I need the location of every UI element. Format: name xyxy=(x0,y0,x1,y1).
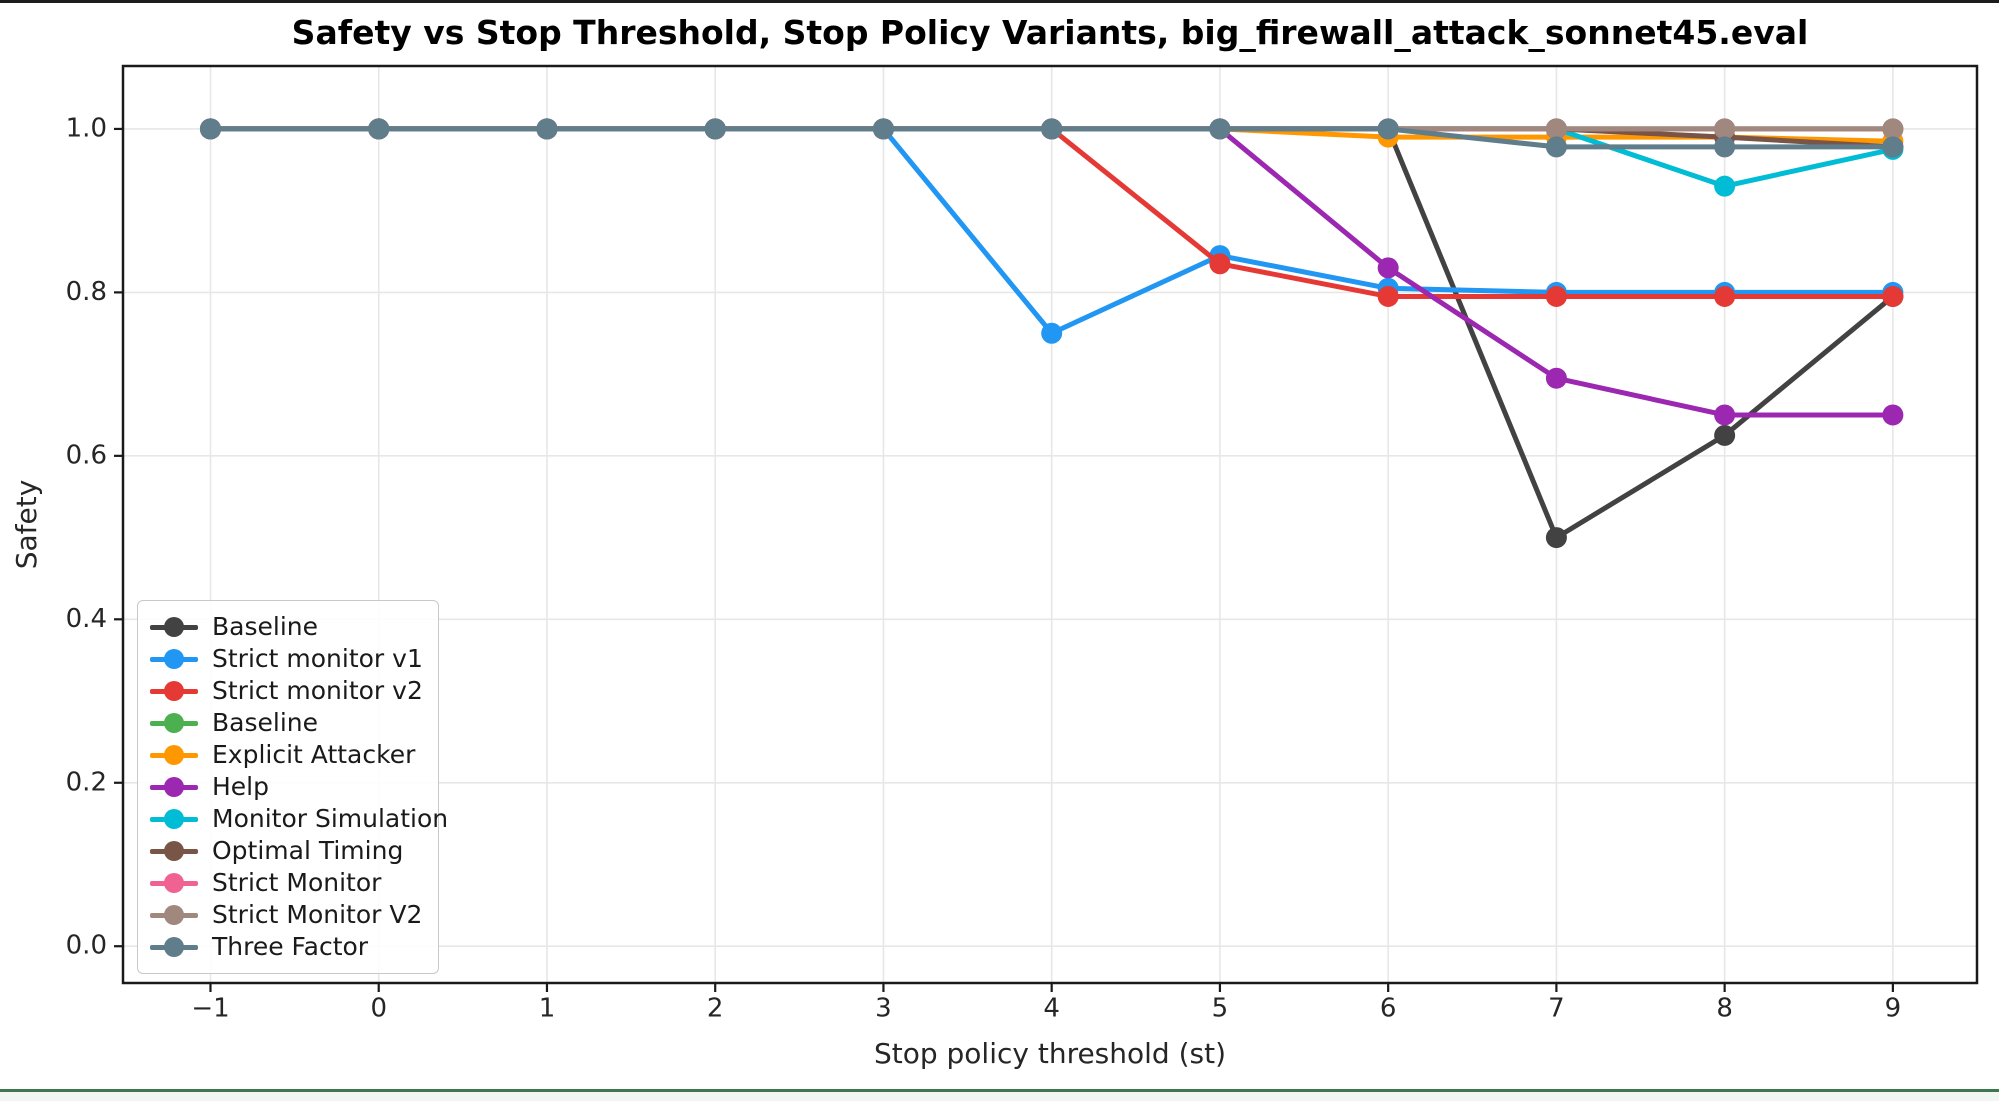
x-tick-label: 5 xyxy=(1212,993,1229,1023)
y-tick-label: 0.0 xyxy=(66,931,107,961)
data-point xyxy=(1209,118,1231,140)
x-tick-label: 1 xyxy=(539,993,556,1023)
legend-item: Strict monitor v2 xyxy=(150,675,426,707)
x-tick-label: −1 xyxy=(191,993,229,1023)
legend-dot-swatch xyxy=(164,905,184,925)
data-point xyxy=(872,118,894,140)
series-10 xyxy=(199,118,1904,158)
data-point xyxy=(1209,253,1231,275)
legend-label: Three Factor xyxy=(212,932,369,961)
legend-dot-swatch xyxy=(164,937,184,957)
legend-item: Baseline xyxy=(150,707,426,739)
data-point xyxy=(1545,136,1567,158)
legend-item: Explicit Attacker xyxy=(150,739,426,771)
legend-label: Explicit Attacker xyxy=(212,740,416,769)
data-point xyxy=(1714,404,1736,426)
legend-marker-icon xyxy=(150,649,198,669)
legend-item: Help xyxy=(150,771,426,803)
y-tick-label: 0.8 xyxy=(66,277,107,307)
data-point xyxy=(1545,285,1567,307)
x-tick-label: 7 xyxy=(1548,993,1565,1023)
chart-title: Safety vs Stop Threshold, Stop Policy Va… xyxy=(292,13,1809,52)
legend-dot-swatch xyxy=(164,681,184,701)
legend-label: Strict monitor v2 xyxy=(212,676,423,705)
series-group xyxy=(199,118,1904,549)
legend-item: Strict Monitor V2 xyxy=(150,899,426,931)
legend-dot-swatch xyxy=(164,649,184,669)
legend-marker-icon xyxy=(150,713,198,733)
legend-marker-icon xyxy=(150,873,198,893)
legend-item: Monitor Simulation xyxy=(150,803,448,835)
legend-marker-icon xyxy=(150,937,198,957)
y-tick-label: 0.4 xyxy=(66,604,107,634)
legend-label: Baseline xyxy=(212,708,318,737)
data-point xyxy=(1714,424,1736,446)
data-point xyxy=(1377,257,1399,279)
legend-label: Help xyxy=(212,772,269,801)
y-tick-label: 1.0 xyxy=(66,113,107,143)
legend-dot-swatch xyxy=(164,777,184,797)
y-tick-label: 0.2 xyxy=(66,767,107,797)
x-tick-label: 8 xyxy=(1716,993,1733,1023)
data-point xyxy=(536,118,558,140)
data-point xyxy=(1882,404,1904,426)
data-point xyxy=(1545,367,1567,389)
footer-strip xyxy=(0,1089,1999,1101)
data-point xyxy=(1882,285,1904,307)
legend-item: Optimal Timing xyxy=(150,835,426,867)
data-point xyxy=(368,118,390,140)
data-point xyxy=(1041,118,1063,140)
chart-legend: Baseline Strict monitor v1 Strict monitor … xyxy=(137,600,448,974)
legend-label: Baseline xyxy=(212,612,318,641)
legend-dot-swatch xyxy=(164,745,184,765)
legend-marker-icon xyxy=(150,745,198,765)
x-tick-label: 4 xyxy=(1043,993,1060,1023)
legend-marker-icon xyxy=(150,617,198,637)
data-point xyxy=(1882,118,1904,140)
data-point xyxy=(1377,118,1399,140)
legend-item: Baseline xyxy=(150,611,426,643)
data-point xyxy=(1545,118,1567,140)
legend-label: Optimal Timing xyxy=(212,836,404,865)
legend-marker-icon xyxy=(150,841,198,861)
legend-dot-swatch xyxy=(164,809,184,829)
ticks: −1 0 1 2 3 4 5 6 7 8 9 0.0 0.2 0.4 0.6 0.8 1.0 xyxy=(66,113,1902,1023)
x-tick-label: 0 xyxy=(370,993,387,1023)
window-top-border xyxy=(0,0,1999,3)
y-axis-label: Safety xyxy=(10,480,43,570)
data-point xyxy=(1714,118,1736,140)
x-tick-label: 9 xyxy=(1885,993,1902,1023)
legend-dot-swatch xyxy=(164,873,184,893)
legend-marker-icon xyxy=(150,777,198,797)
data-point xyxy=(199,118,221,140)
data-point xyxy=(1714,285,1736,307)
legend-item: Three Factor xyxy=(150,931,426,963)
legend-item: Strict Monitor xyxy=(150,867,426,899)
legend-item: Strict monitor v1 xyxy=(150,643,426,675)
data-point xyxy=(1714,175,1736,197)
data-point xyxy=(1041,322,1063,344)
legend-label: Monitor Simulation xyxy=(212,804,449,833)
legend-dot-swatch xyxy=(164,617,184,637)
legend-dot-swatch xyxy=(164,713,184,733)
y-tick-label: 0.6 xyxy=(66,440,107,470)
legend-dot-swatch xyxy=(164,841,184,861)
data-point xyxy=(704,118,726,140)
data-point xyxy=(1714,136,1736,158)
x-tick-label: 6 xyxy=(1380,993,1397,1023)
legend-label: Strict monitor v1 xyxy=(212,644,423,673)
legend-marker-icon xyxy=(150,905,198,925)
plot-area xyxy=(121,64,1979,985)
x-tick-label: 3 xyxy=(875,993,892,1023)
x-tick-label: 2 xyxy=(707,993,724,1023)
x-axis-label: Stop policy threshold (st) xyxy=(874,1037,1226,1070)
legend-marker-icon xyxy=(150,681,198,701)
legend-label: Strict Monitor xyxy=(212,868,382,897)
data-point xyxy=(1545,527,1567,549)
data-point xyxy=(1882,136,1904,158)
data-point xyxy=(1377,285,1399,307)
legend-label: Strict Monitor V2 xyxy=(212,900,423,929)
legend-marker-icon xyxy=(150,809,198,829)
